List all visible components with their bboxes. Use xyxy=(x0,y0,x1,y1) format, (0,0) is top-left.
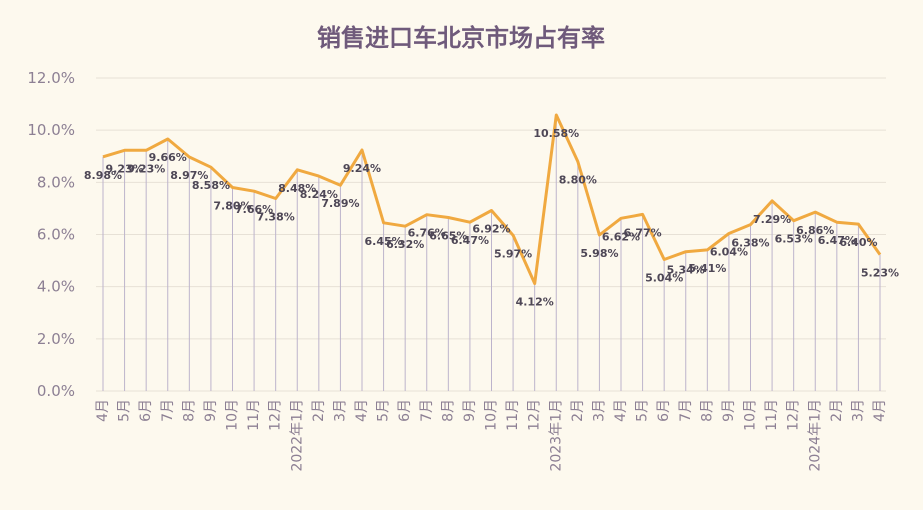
data-label: 6.47% xyxy=(451,234,489,247)
x-tick-label: 3月 xyxy=(850,399,866,422)
data-label: 9.23% xyxy=(105,162,143,175)
x-tick-label: 4月 xyxy=(613,399,629,422)
x-tick-label: 12月 xyxy=(786,399,802,431)
data-label: 9.66% xyxy=(149,151,187,164)
data-label: 7.29% xyxy=(753,213,791,226)
data-label: 6.77% xyxy=(623,226,661,239)
data-label: 4.12% xyxy=(516,296,554,309)
data-label: 6.62% xyxy=(602,230,640,243)
x-tick-label: 12月 xyxy=(268,399,284,431)
x-tick-label: 7月 xyxy=(160,399,176,422)
y-tick-label: 12.0% xyxy=(27,69,75,87)
x-tick-label: 7月 xyxy=(678,399,694,422)
data-label: 8.48% xyxy=(278,182,316,195)
data-label: 8.80% xyxy=(559,173,597,186)
x-tick-label: 11月 xyxy=(246,399,262,431)
x-tick-label: 4月 xyxy=(354,399,370,422)
x-tick-label: 6月 xyxy=(138,399,154,422)
data-label: 6.53% xyxy=(775,233,813,246)
x-tick-label: 2024年1月 xyxy=(807,399,823,472)
chart-title: 销售进口车北京市场占有率 xyxy=(317,24,605,52)
data-label: 6.32% xyxy=(386,238,424,251)
data-label: 6.86% xyxy=(796,224,834,237)
x-tick-label: 2月 xyxy=(570,399,586,422)
x-tick-label: 3月 xyxy=(332,399,348,422)
data-label: 5.41% xyxy=(688,262,726,275)
data-label: 10.58% xyxy=(533,127,579,140)
x-tick-label: 11月 xyxy=(505,399,521,431)
drop-lines xyxy=(102,115,881,391)
x-tick-label: 2023年1月 xyxy=(548,399,564,472)
series-line xyxy=(102,113,882,285)
data-label: 5.98% xyxy=(580,247,618,260)
data-label: 5.34% xyxy=(667,264,705,277)
x-tick-label: 9月 xyxy=(462,399,478,422)
x-tick-label: 8月 xyxy=(181,399,197,422)
x-axis-ticks: 4月 5月 6月 7月 8月 9月 10月 11月 12月 2022年1月 2月 3月 4月 5月 6月 7月… xyxy=(95,399,888,472)
x-tick-label: 9月 xyxy=(203,399,219,422)
data-label: 5.23% xyxy=(861,267,899,280)
y-axis-ticks: 0.0% 2.0% 4.0% 6.0% 8.0% 10.0% 12.0% xyxy=(27,69,75,400)
data-label: 8.98% xyxy=(84,169,122,182)
x-tick-label: 8月 xyxy=(440,399,456,422)
x-tick-label: 10月 xyxy=(484,399,500,431)
x-tick-label: 5月 xyxy=(376,399,392,422)
data-label: 6.76% xyxy=(408,227,446,240)
x-tick-label: 2022年1月 xyxy=(289,399,305,472)
data-label: 7.38% xyxy=(257,211,295,224)
y-tick-label: 6.0% xyxy=(37,226,75,244)
x-tick-label: 9月 xyxy=(721,399,737,422)
data-label: 6.45% xyxy=(364,235,402,248)
x-tick-label: 6月 xyxy=(656,399,672,422)
data-label: 7.66% xyxy=(235,203,273,216)
x-tick-label: 10月 xyxy=(743,399,759,431)
series-line-group xyxy=(102,113,882,285)
data-label: 5.97% xyxy=(494,247,532,260)
y-tick-label: 2.0% xyxy=(37,330,75,348)
data-label: 6.04% xyxy=(710,245,748,258)
data-label: 9.24% xyxy=(343,162,381,175)
x-tick-label: 12月 xyxy=(527,399,543,431)
x-tick-label: 7月 xyxy=(419,399,435,422)
data-label: 6.40% xyxy=(839,236,877,249)
x-tick-label: 10月 xyxy=(225,399,241,431)
data-label: 8.24% xyxy=(300,188,338,201)
x-tick-label: 3月 xyxy=(591,399,607,422)
data-label: 6.92% xyxy=(472,223,510,236)
y-tick-label: 0.0% xyxy=(37,382,75,400)
x-tick-label: 2月 xyxy=(311,399,327,422)
x-tick-label: 4月 xyxy=(872,399,888,422)
x-tick-label: 4月 xyxy=(95,399,111,422)
data-labels: 8.98%9.23%9.23%9.66%8.97%8.58%7.80%7.66%… xyxy=(84,127,899,308)
x-tick-label: 6月 xyxy=(397,399,413,422)
data-label: 9.23% xyxy=(127,162,165,175)
x-tick-label: 11月 xyxy=(764,399,780,431)
x-tick-label: 8月 xyxy=(699,399,715,422)
y-tick-label: 4.0% xyxy=(37,278,75,296)
data-label: 7.89% xyxy=(321,197,359,210)
x-tick-label: 2月 xyxy=(829,399,845,422)
data-label: 6.47% xyxy=(818,234,856,247)
data-label: 8.97% xyxy=(170,169,208,182)
y-tick-label: 8.0% xyxy=(37,173,75,191)
data-label: 7.80% xyxy=(213,200,251,213)
y-tick-label: 10.0% xyxy=(27,121,75,139)
data-label: 8.58% xyxy=(192,179,230,192)
x-tick-label: 5月 xyxy=(635,399,651,422)
data-label: 6.38% xyxy=(731,237,769,250)
x-tick-label: 5月 xyxy=(117,399,133,422)
data-label: 6.65% xyxy=(429,230,467,243)
data-label: 5.04% xyxy=(645,272,683,285)
